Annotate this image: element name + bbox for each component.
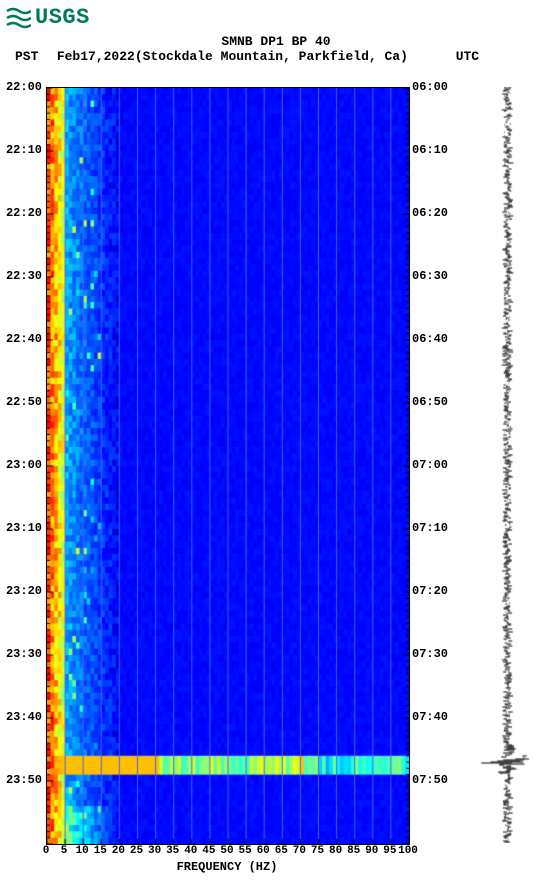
y-right-tick: 07:50 [412,773,452,787]
y-right-tick: 07:30 [412,647,452,661]
plot-subtitle: PST Feb17,2022(Stockdale Mountain, Parkf… [0,49,552,64]
x-tick: 100 [398,845,418,857]
y-left-tick: 22:50 [2,395,42,409]
y-right-tick: 06:30 [412,269,452,283]
x-tick: 35 [166,845,179,857]
y-left-tick: 22:40 [2,332,42,346]
tz-left: PST [15,49,49,64]
x-tick: 15 [94,845,107,857]
x-tick: 75 [311,845,324,857]
x-tick: 40 [184,845,197,857]
plot-header: SMNB DP1 BP 40 PST Feb17,2022(Stockdale … [0,34,552,64]
y-left-tick: 23:00 [2,458,42,472]
y-right-tick: 07:40 [412,710,452,724]
x-tick: 65 [275,845,288,857]
tz-right: UTC [456,49,479,64]
y-right-tick: 06:40 [412,332,452,346]
y-left-tick: 22:00 [2,80,42,94]
x-tick: 10 [76,845,89,857]
x-tick: 60 [257,845,270,857]
x-tick: 30 [148,845,161,857]
x-tick: 55 [238,845,251,857]
y-left-tick: 22:30 [2,269,42,283]
x-tick: 70 [293,845,306,857]
y-left-tick: 23:10 [2,521,42,535]
y-right-tick: 07:00 [412,458,452,472]
y-right-tick: 06:50 [412,395,452,409]
spectrogram-canvas [47,88,409,844]
y-right-tick: 06:10 [412,143,452,157]
y-left-tick: 23:30 [2,647,42,661]
x-axis-label: FREQUENCY (HZ) [46,860,408,874]
waveform-trace [470,87,545,843]
x-tick: 25 [130,845,143,857]
y-left-tick: 22:10 [2,143,42,157]
usgs-logo-text: USGS [35,5,90,30]
x-tick: 85 [347,845,360,857]
station-name: (Stockdale Mountain, Parkfield, Ca) [135,49,408,64]
usgs-wave-icon [5,7,31,29]
x-tick: 80 [329,845,342,857]
x-tick: 45 [202,845,215,857]
y-right-tick: 07:10 [412,521,452,535]
y-right-tick: 06:00 [412,80,452,94]
y-right-tick: 06:20 [412,206,452,220]
x-tick: 20 [112,845,125,857]
x-tick: 95 [383,845,396,857]
spectrogram-plot [46,87,410,845]
plot-title: SMNB DP1 BP 40 [0,34,552,49]
y-left-tick: 23:20 [2,584,42,598]
y-left-tick: 23:50 [2,773,42,787]
plot-date: Feb17,2022 [57,49,135,64]
x-tick: 50 [220,845,233,857]
y-left-tick: 22:20 [2,206,42,220]
y-right-tick: 07:20 [412,584,452,598]
usgs-logo: USGS [5,5,90,30]
x-tick: 5 [61,845,68,857]
x-tick: 90 [365,845,378,857]
x-tick: 0 [43,845,50,857]
y-left-tick: 23:40 [2,710,42,724]
